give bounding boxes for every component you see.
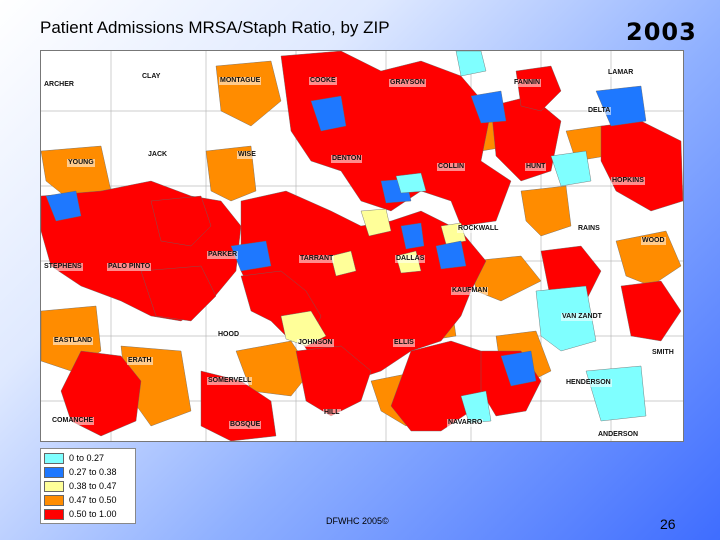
footer-credit: DFWHC 2005©: [326, 516, 389, 526]
county-label: HOOD: [217, 331, 240, 339]
county-label: COMANCHE: [51, 417, 95, 425]
zip-regions-blue: [45, 85, 647, 387]
county-label: TARRANT: [299, 255, 335, 263]
county-label: LAMAR: [607, 69, 635, 77]
legend-item: 0 to 0.27: [44, 451, 132, 465]
county-label: HILL: [323, 409, 341, 417]
county-label: SOMERVELL: [207, 377, 253, 385]
legend-label: 0.47 to 0.50: [69, 495, 117, 505]
county-label: HOPKINS: [611, 177, 645, 185]
county-label: HUNT: [525, 163, 547, 171]
county-label: STEPHENS: [43, 263, 83, 271]
legend-label: 0.50 to 1.00: [69, 509, 117, 519]
zip-regions-yellow: [280, 208, 467, 347]
county-label: ROCKWALL: [457, 225, 500, 233]
legend-item: 0.27 to 0.38: [44, 465, 132, 479]
county-label: JOHNSON: [297, 339, 334, 347]
legend-swatch-red: [44, 508, 64, 520]
county-label: GRAYSON: [389, 79, 426, 87]
legend-swatch-yellow: [44, 480, 64, 492]
legend-item: 0.47 to 0.50: [44, 493, 132, 507]
legend-swatch-cyan: [44, 452, 64, 464]
county-label: ERATH: [127, 357, 153, 365]
county-label: MONTAGUE: [219, 77, 262, 85]
county-label: SMITH: [651, 349, 675, 357]
county-label: DENTON: [331, 155, 363, 163]
county-label: WISE: [237, 151, 257, 159]
county-label: KAUFMAN: [451, 287, 489, 295]
county-label: COOKE: [309, 77, 337, 85]
legend-swatch-blue: [44, 466, 64, 478]
zip-choropleth-map: ARCHER CLAY MONTAGUE COOKE GRAYSON FANNI…: [40, 50, 684, 442]
county-label: FANNIN: [513, 79, 542, 87]
slide-title: Patient Admissions MRSA/Staph Ratio, by …: [40, 18, 390, 37]
county-label: PARKER: [207, 251, 239, 259]
county-label: JACK: [147, 151, 169, 159]
county-label: WOOD: [641, 237, 666, 245]
county-label: EASTLAND: [53, 337, 94, 345]
zip-regions-red: [41, 51, 683, 441]
county-label: CLAY: [141, 73, 162, 81]
legend-label: 0 to 0.27: [69, 453, 105, 463]
slide-year: 2003: [626, 18, 697, 46]
legend-label: 0.38 to 0.47: [69, 481, 117, 491]
legend-item: 0.50 to 1.00: [44, 507, 132, 521]
county-label: HENDERSON: [565, 379, 612, 387]
county-label: RAINS: [577, 225, 601, 233]
page-number: 26: [660, 516, 676, 532]
county-label: YOUNG: [67, 159, 95, 167]
county-label: PALO PINTO: [107, 263, 152, 271]
legend-swatch-orange: [44, 494, 64, 506]
county-label: COLLIN: [437, 163, 466, 171]
county-label: ARCHER: [43, 81, 75, 89]
legend-item: 0.38 to 0.47: [44, 479, 132, 493]
map-legend: 0 to 0.27 0.27 to 0.38 0.38 to 0.47 0.47…: [40, 448, 136, 524]
county-label: NAVARRO: [447, 419, 484, 427]
county-label: BOSQUE: [229, 421, 262, 429]
legend-label: 0.27 to 0.38: [69, 467, 117, 477]
county-label: VAN ZANDT: [561, 313, 603, 321]
county-label: ELLIS: [393, 339, 415, 347]
county-label: ANDERSON: [597, 431, 640, 439]
county-label: DALLAS: [395, 255, 426, 263]
county-label: DELTA: [587, 107, 612, 115]
